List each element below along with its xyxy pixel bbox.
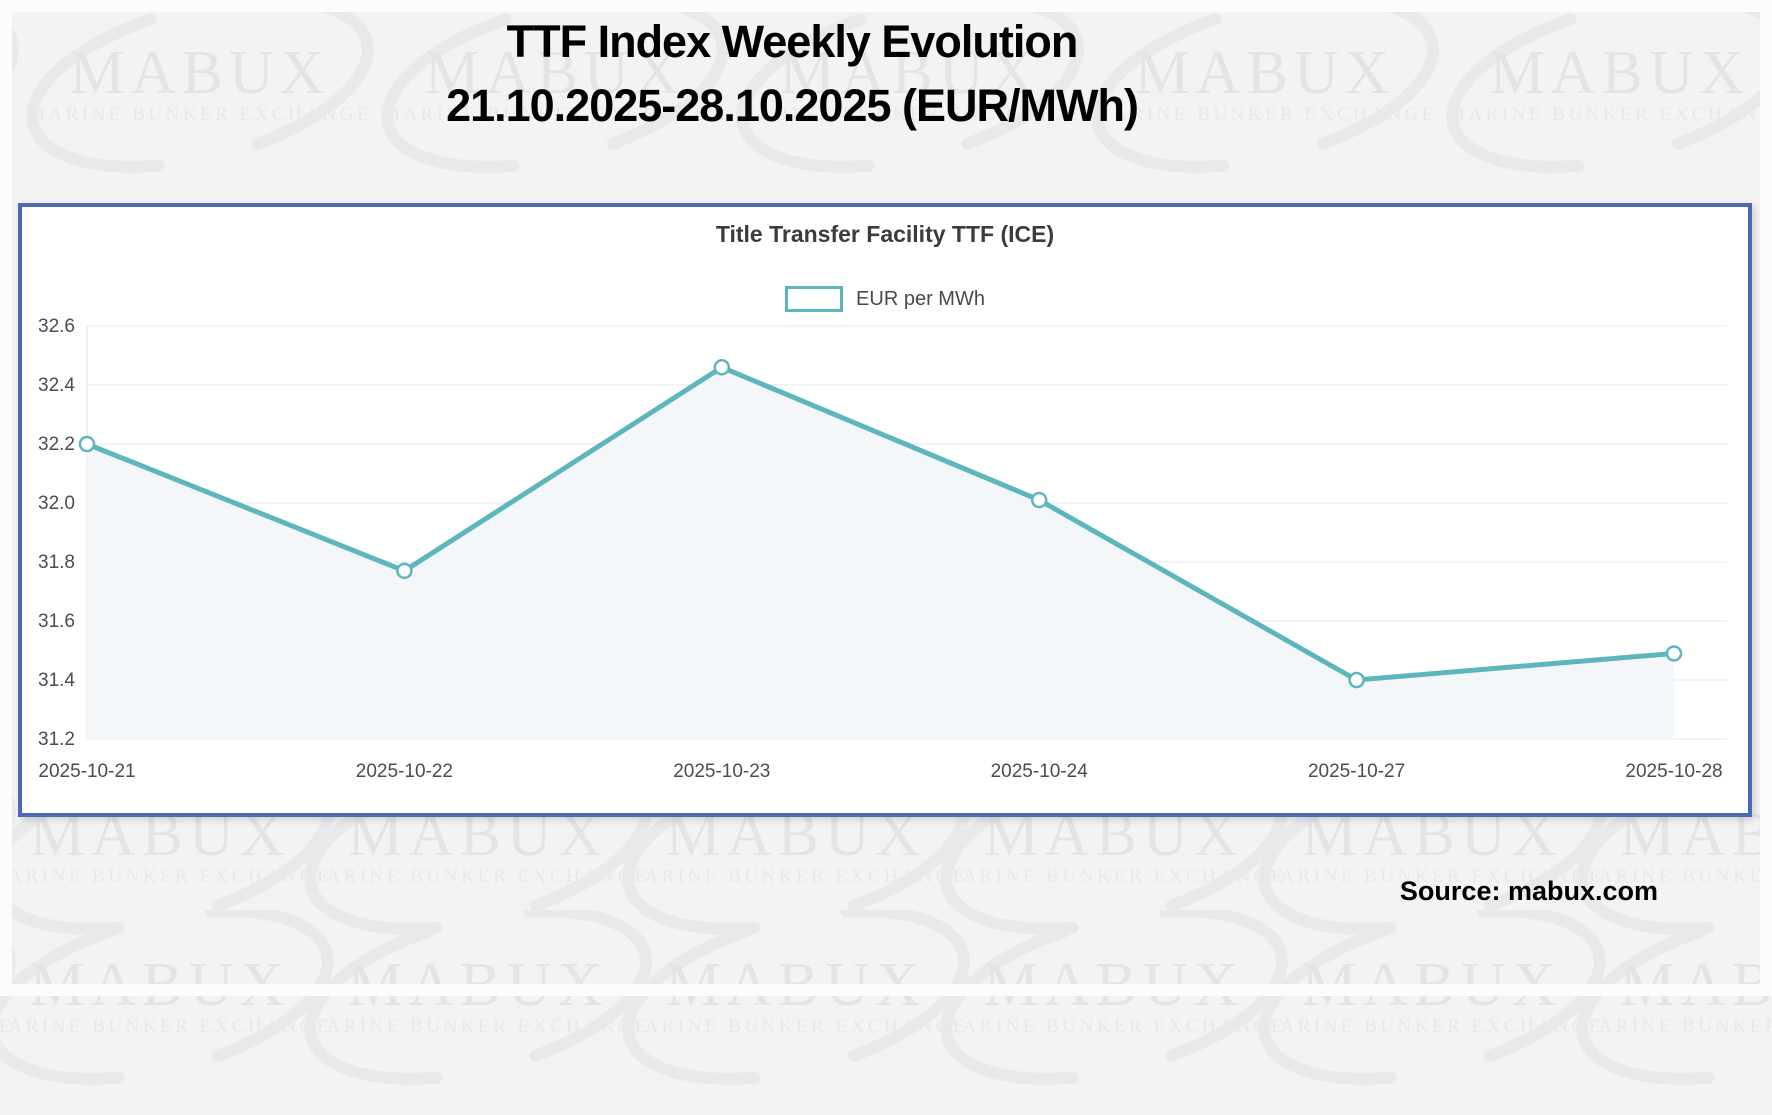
watermark-tagline: MARINE BUNKER EXCHANGE — [306, 866, 650, 887]
watermark-swoosh-icon — [0, 905, 334, 1085]
watermark-swoosh-icon — [26, 0, 374, 173]
watermark-brand: MABUX — [1490, 39, 1751, 107]
watermark-swoosh-icon — [1576, 755, 1772, 935]
watermark-brand: MABUX — [1302, 951, 1563, 1019]
watermark-tagline: MARINE BUNKER EXCHANGE — [738, 104, 1082, 125]
page-title-line1: TTF Index Weekly Evolution — [506, 16, 1079, 67]
watermark-tagline: MARINE BUNKER EXCHANGE — [1260, 1016, 1604, 1037]
watermark-brand: MABUX — [1135, 39, 1396, 107]
watermark-tagline: MARINE BUNKER EXCHANGE — [383, 104, 727, 125]
watermark-swoosh-icon — [381, 0, 729, 173]
series-point[interactable] — [713, 359, 731, 376]
x-tick-label: 2025-10-23 — [673, 761, 770, 782]
y-tick-label: 31.8 — [38, 552, 75, 573]
watermark-tagline: MARINE BUNKER EXCHANGE — [1448, 104, 1772, 125]
y-tick-label: 31.2 — [38, 729, 75, 750]
watermark-tagline: MARINE BUNKER EXCHANGE — [28, 104, 372, 125]
watermark-tagline: MARINE BUNKER EXCHANGE — [624, 1016, 968, 1037]
watermark-brand: MABUX — [30, 951, 291, 1019]
x-tick-label: 2025-10-27 — [1308, 761, 1405, 782]
watermark-tagline: MARINE BUNKER EXCHANGE — [1578, 1016, 1772, 1037]
watermark-brand: MABUX — [70, 39, 331, 107]
source-attribution: Source: mabux.com — [1399, 876, 1658, 906]
y-tick-label: 32.4 — [38, 375, 75, 396]
watermark-tagline: MARINE BUNKER EXCHANGE — [0, 1016, 332, 1037]
watermark-brand: MABUX — [348, 951, 609, 1019]
watermark-tagline: MARINE BUNKER EXCHANGE — [306, 1016, 650, 1037]
page-background: { "page": { "main_title_line1": "TTF Ind… — [0, 0, 1772, 1037]
y-tick-label: 32.2 — [38, 434, 75, 455]
x-tick-label: 2025-10-28 — [1625, 761, 1722, 782]
y-tick-label: 32.0 — [38, 493, 75, 514]
watermark-tagline: MARINE BUNKER EXCHANGE — [0, 866, 332, 887]
watermark-tagline: MARINE BUNKER EXCHANGE — [942, 1016, 1286, 1037]
watermark-tagline: MARINE BUNKER EXCHANGE — [624, 866, 968, 887]
chart-panel: Title Transfer Facility TTF (ICE) EUR pe… — [18, 203, 1752, 817]
watermark-brand: MABUX — [984, 951, 1245, 1019]
y-tick-label: 31.4 — [38, 670, 75, 691]
series-area — [87, 367, 1674, 739]
legend-item-label[interactable]: EUR per MWh — [856, 287, 985, 310]
watermark-swoosh-icon — [736, 0, 1084, 173]
series-point[interactable] — [78, 435, 96, 453]
x-tick-label: 2025-10-21 — [38, 761, 135, 782]
legend: EUR per MWh — [22, 286, 1748, 312]
x-tick-label: 2025-10-22 — [356, 761, 453, 782]
watermark-tagline: MARINE BUNKER EXCHANGE — [1578, 866, 1772, 887]
watermark-brand: MABUX — [425, 39, 686, 107]
watermark-tagline: MARINE BUNKER EXCHANGE — [942, 866, 1286, 887]
watermark-brand: MABUX — [666, 951, 927, 1019]
page-title-line2: 21.10.2025-28.10.2025 (EUR/MWh) — [446, 79, 1139, 131]
series-line — [84, 364, 1677, 683]
watermark-tagline: MARINE BUNKER EXCHANGE — [1260, 866, 1604, 887]
watermark-swoosh-icon — [1446, 0, 1772, 173]
series-point[interactable] — [1348, 671, 1365, 689]
series-point[interactable] — [1030, 491, 1048, 509]
chart-title: Title Transfer Facility TTF (ICE) — [715, 221, 1055, 247]
watermark-brand: MABUX — [780, 39, 1041, 107]
watermark-brand: MABUX — [1620, 951, 1772, 1019]
watermark-tagline: MARINE BUNKER EXCHANGE — [1093, 104, 1437, 125]
y-tick-label: 32.6 — [38, 316, 75, 337]
page-title: TTF Index Weekly Evolution 21.10.2025-28… — [446, 10, 1139, 138]
y-tick-label: 31.6 — [38, 611, 75, 632]
watermark-swoosh-icon — [1091, 0, 1439, 173]
line-chart: 31.2 31.4 31.6 31.8 32.0 32.2 32.4 32.6 2025-10-… — [38, 316, 1727, 782]
legend-swatch-icon[interactable] — [785, 286, 844, 312]
series-point[interactable] — [396, 562, 413, 580]
series-point[interactable] — [1665, 645, 1683, 662]
x-tick-label: 2025-10-24 — [991, 761, 1089, 782]
